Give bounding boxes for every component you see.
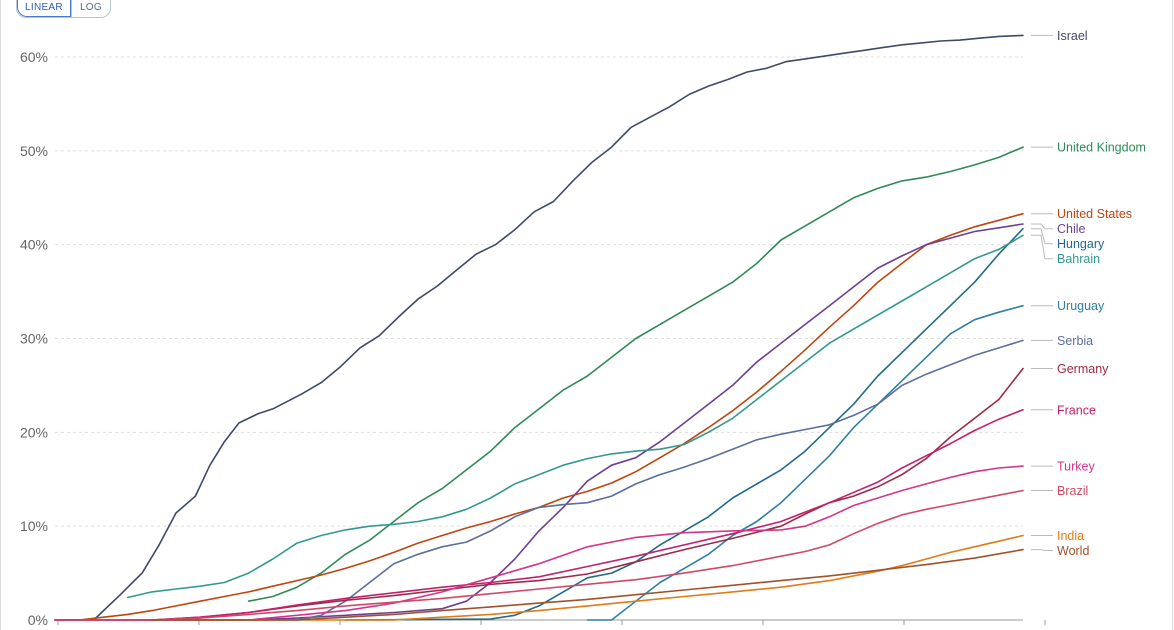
series-line-brazil[interactable] xyxy=(54,489,1024,621)
y-axis-ticks: 0% 10% 20% 30% 40% 50% 60% xyxy=(20,49,48,628)
series-label-uruguay[interactable]: Uruguay xyxy=(1057,299,1105,313)
series-label-brazil[interactable]: Brazil xyxy=(1057,484,1088,498)
series-line-france[interactable] xyxy=(54,409,1024,621)
label-leader-line xyxy=(1031,234,1053,260)
series-end-labels: Israel United Kingdom United StatesChileHu… xyxy=(1031,29,1146,558)
y-gridlines xyxy=(55,56,1023,621)
y-tick-label-20: 20% xyxy=(20,424,48,440)
series-line-hungary[interactable] xyxy=(344,227,1024,621)
series-line-india[interactable] xyxy=(199,534,1024,621)
series-line-turkey[interactable] xyxy=(102,465,1024,621)
series-line-chile[interactable] xyxy=(151,223,1024,621)
label-leader-line xyxy=(1031,228,1053,245)
series-label-united-states[interactable]: United States xyxy=(1057,207,1132,221)
y-tick-label-60: 60% xyxy=(20,49,48,65)
series-label-germany[interactable]: Germany xyxy=(1057,362,1109,376)
series-line-united-states[interactable] xyxy=(54,212,1024,621)
series-label-serbia[interactable]: Serbia xyxy=(1057,334,1093,348)
y-tick-label-40: 40% xyxy=(20,237,48,253)
series-label-chile[interactable]: Chile xyxy=(1057,222,1086,236)
series-line-world[interactable] xyxy=(151,548,1024,621)
label-leader-line xyxy=(1031,549,1053,551)
log-scale-button[interactable]: LOG xyxy=(79,2,102,13)
series-line-bahrain[interactable] xyxy=(126,234,1024,599)
y-tick-label-10: 10% xyxy=(20,518,48,534)
y-tick-label-0: 0% xyxy=(28,612,48,628)
series-label-united-kingdom[interactable]: United Kingdom xyxy=(1057,141,1146,155)
series-label-turkey[interactable]: Turkey xyxy=(1057,460,1095,474)
linear-scale-button[interactable]: LINEAR xyxy=(17,0,72,17)
series-label-india[interactable]: India xyxy=(1057,529,1084,543)
series-label-france[interactable]: France xyxy=(1057,403,1096,417)
series-line-serbia[interactable] xyxy=(54,339,1024,621)
series-line-germany[interactable] xyxy=(54,367,1024,621)
series-lines xyxy=(54,34,1024,621)
chart-frame-right xyxy=(1172,0,1173,630)
y-tick-label-30: 30% xyxy=(20,331,48,347)
series-line-uruguay[interactable] xyxy=(586,304,1024,621)
series-line-israel[interactable] xyxy=(92,34,1024,621)
series-label-israel[interactable]: Israel xyxy=(1057,29,1088,43)
label-leader-line xyxy=(1031,223,1053,230)
series-label-bahrain[interactable]: Bahrain xyxy=(1057,252,1100,266)
scale-toggle: LINEAR LOG xyxy=(16,0,111,18)
chart-frame-left xyxy=(0,0,1,630)
series-label-world[interactable]: World xyxy=(1057,544,1089,558)
series-line-united-kingdom[interactable] xyxy=(247,146,1024,602)
series-label-hungary[interactable]: Hungary xyxy=(1057,237,1105,251)
y-tick-label-50: 50% xyxy=(20,143,48,159)
